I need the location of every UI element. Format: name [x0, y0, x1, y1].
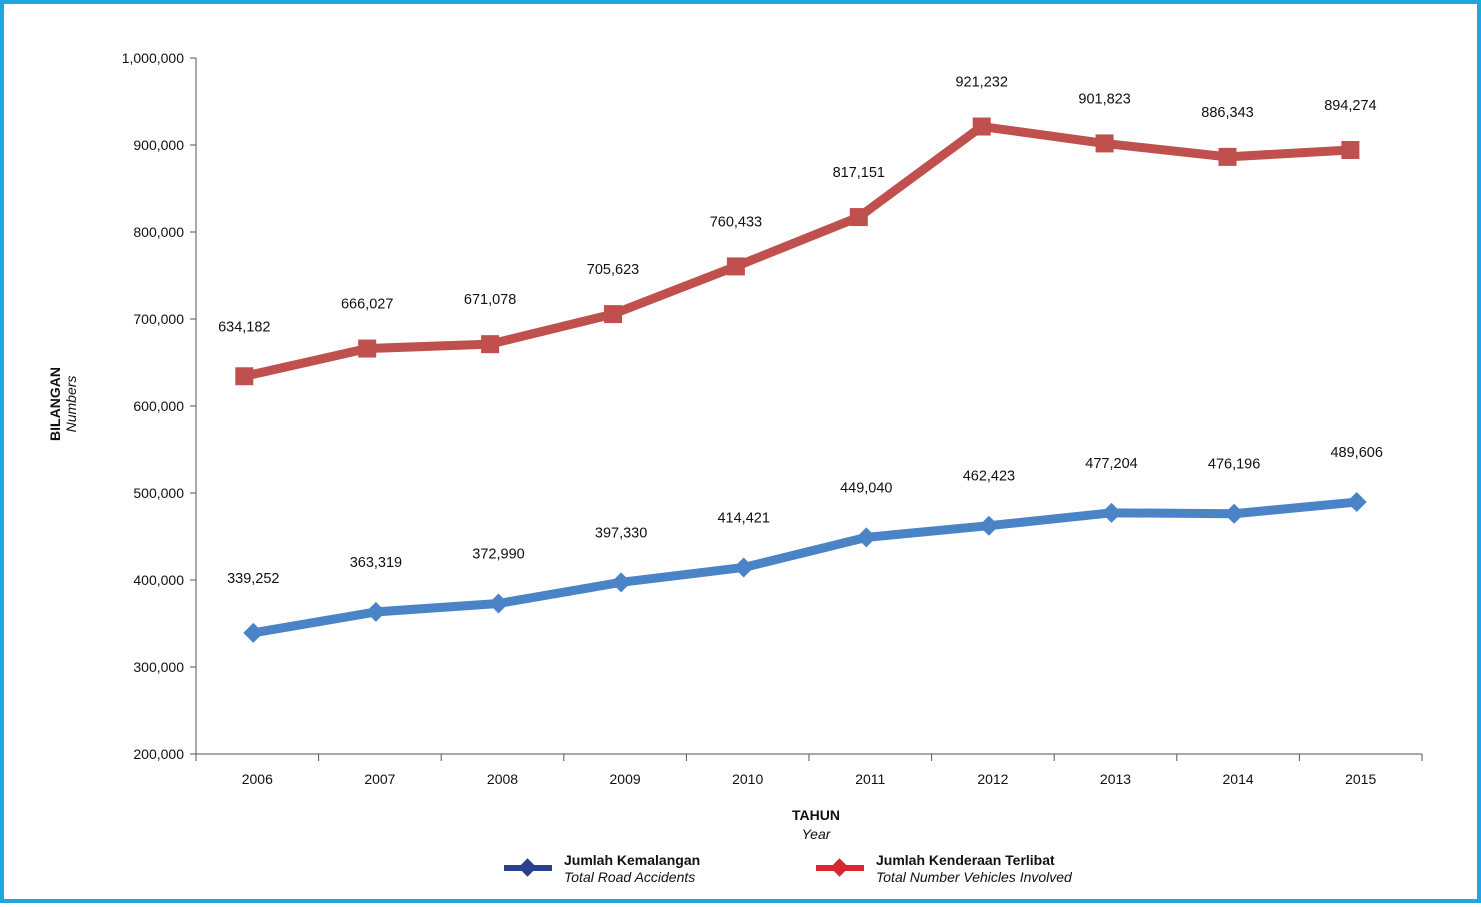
data-point-accidents — [488, 593, 509, 614]
y-tick-label: 200,000 — [133, 746, 184, 762]
data-point-accidents — [1101, 502, 1122, 523]
x-tick-label: 2006 — [242, 771, 273, 787]
legend-label-vehicles: Jumlah Kenderaan Terlibat — [876, 852, 1055, 868]
data-label-accidents: 397,330 — [595, 525, 647, 541]
legend-label-accidents: Jumlah Kemalangan — [564, 852, 701, 868]
data-point-vehicles — [849, 208, 868, 227]
x-tick-label: 2015 — [1345, 771, 1376, 787]
data-label-accidents: 489,606 — [1330, 445, 1382, 461]
legend-swatch-accidents — [504, 858, 552, 878]
data-label-accidents: 363,319 — [350, 555, 402, 571]
x-tick-label: 2008 — [487, 771, 518, 787]
data-point-vehicles — [726, 257, 745, 276]
legend-swatch-vehicles — [816, 858, 864, 878]
data-point-vehicles — [358, 339, 377, 358]
x-tick-label: 2013 — [1100, 771, 1131, 787]
y-tick-label: 900,000 — [133, 137, 184, 153]
y-ticks: 200,000 300,000 400,000 500,000 600,000 700,0… — [122, 50, 196, 762]
data-label-accidents: 339,252 — [227, 571, 279, 587]
diamond-marker-icon — [830, 858, 849, 877]
series-line-accidents — [252, 497, 1358, 638]
x-tick-label: 2011 — [855, 771, 885, 787]
data-point-accidents — [243, 622, 264, 643]
data-label-accidents: 477,204 — [1085, 456, 1137, 472]
y-tick-label: 500,000 — [133, 485, 184, 501]
data-point-vehicles — [1341, 140, 1360, 159]
data-point-accidents — [733, 557, 754, 578]
data-label-vehicles: 886,343 — [1201, 105, 1253, 121]
data-point-accidents — [1224, 503, 1245, 524]
series-line-vehicles — [243, 122, 1351, 381]
data-label-accidents: 449,040 — [840, 480, 892, 496]
y-tick-label: 400,000 — [133, 572, 184, 588]
data-point-accidents — [1346, 492, 1367, 513]
axes — [195, 58, 1422, 755]
data-label-accidents: 462,423 — [963, 469, 1015, 485]
data-label-vehicles: 634,182 — [218, 319, 270, 335]
x-tick-label: 2010 — [732, 771, 763, 787]
data-label-vehicles: 894,274 — [1324, 98, 1376, 114]
data-point-accidents — [611, 572, 632, 593]
y-tick-label: 800,000 — [133, 224, 184, 240]
data-label-vehicles: 705,623 — [587, 262, 639, 278]
data-label-accidents: 476,196 — [1208, 457, 1260, 473]
data-label-vehicles: 666,027 — [341, 297, 393, 313]
series-layer — [235, 117, 1367, 643]
data-point-vehicles — [972, 117, 991, 136]
data-label-vehicles: 671,078 — [464, 292, 516, 308]
y-tick-label: 700,000 — [133, 311, 184, 327]
data-label-vehicles: 760,433 — [710, 214, 762, 230]
x-tick-label: 2009 — [610, 771, 641, 787]
diamond-marker-icon — [518, 858, 537, 877]
x-axis-title-main: TAHUN — [792, 807, 840, 823]
data-labels: 339,252 363,319 372,990 397,330 414,421 449,0… — [218, 75, 1383, 587]
data-label-vehicles: 901,823 — [1078, 91, 1130, 107]
legend-sublabel-vehicles: Total Number Vehicles Involved — [876, 869, 1072, 885]
data-label-vehicles: 817,151 — [833, 165, 885, 181]
data-point-vehicles — [235, 367, 254, 386]
y-tick-label: 300,000 — [133, 659, 184, 675]
y-tick-label: 1,000,000 — [122, 50, 184, 66]
data-point-vehicles — [1095, 134, 1114, 153]
legend-item-accidents: Jumlah Kemalangan Total Road Accidents — [504, 852, 700, 886]
data-point-vehicles — [604, 305, 622, 324]
y-tick-label: 600,000 — [133, 398, 184, 414]
x-axis-title: TAHUN Year — [792, 807, 840, 842]
legend-item-vehicles: Jumlah Kenderaan Terlibat Total Number V… — [816, 852, 1072, 886]
y-axis-title-main: BILANGAN — [47, 367, 63, 441]
data-label-accidents: 372,990 — [472, 546, 524, 562]
x-tick-label: 2014 — [1223, 771, 1254, 787]
y-axis-title: BILANGAN Numbers — [47, 367, 79, 441]
data-point-vehicles — [1218, 147, 1237, 166]
data-label-accidents: 414,421 — [717, 510, 769, 526]
x-ticks: 2006 2007 2008 2009 2010 2011 2012 2013 2014 2015 — [195, 754, 1423, 787]
data-point-accidents — [365, 601, 386, 622]
data-point-vehicles — [481, 335, 500, 354]
data-point-accidents — [978, 515, 999, 536]
x-tick-label: 2012 — [977, 771, 1008, 787]
data-label-vehicles: 921,232 — [955, 75, 1007, 91]
data-point-accidents — [856, 527, 877, 548]
y-axis-title-sub: Numbers — [63, 376, 79, 433]
x-axis-title-sub: Year — [802, 826, 832, 842]
x-tick-label: 2007 — [364, 771, 395, 787]
line-chart: 200,000 300,000 400,000 500,000 600,000 700,0… — [47, 50, 1423, 842]
legend-sublabel-accidents: Total Road Accidents — [564, 869, 696, 885]
